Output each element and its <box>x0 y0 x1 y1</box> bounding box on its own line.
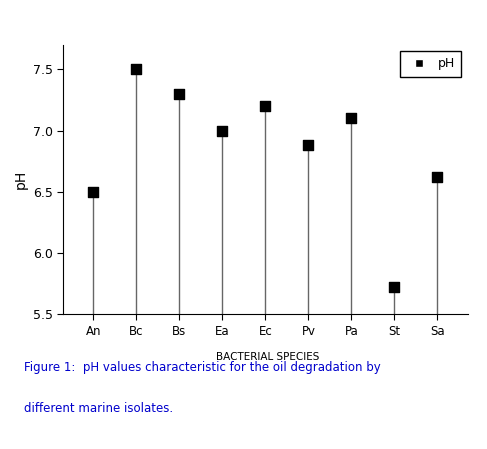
Legend: pH: pH <box>400 51 461 77</box>
Point <box>132 66 140 73</box>
Y-axis label: pH: pH <box>13 170 27 189</box>
Text: BACTERIAL SPECIES: BACTERIAL SPECIES <box>216 352 319 362</box>
Point <box>219 127 226 134</box>
Point <box>262 102 269 110</box>
Point <box>175 90 183 97</box>
Text: Figure 1:  pH values characteristic for the oil degradation by: Figure 1: pH values characteristic for t… <box>24 361 381 374</box>
Point <box>90 188 97 195</box>
Text: different marine isolates.: different marine isolates. <box>24 402 173 415</box>
Point <box>348 115 356 122</box>
Point <box>304 142 312 149</box>
Point <box>433 174 441 181</box>
Point <box>391 284 398 291</box>
